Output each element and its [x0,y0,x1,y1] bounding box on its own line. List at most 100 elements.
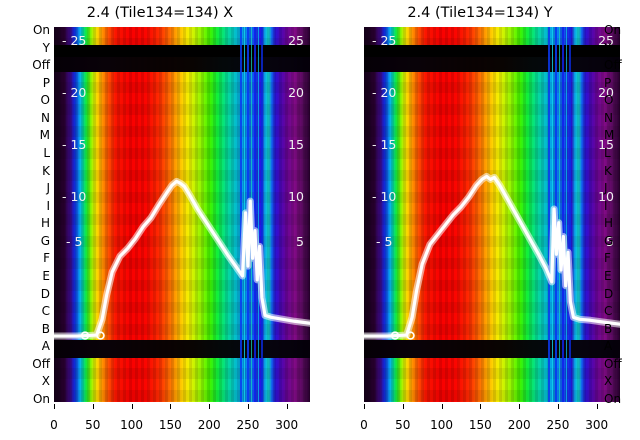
category-label-x: X [41,374,50,389]
category-label-b: B [604,321,613,336]
category-label-c: C [41,304,50,319]
category-label-d: D [604,286,614,301]
xtick-mark-150 [480,404,482,409]
category-label-n: N [604,110,613,125]
xtick-label-150: 150 [158,418,182,432]
curve-marker-0 [82,332,89,339]
category-label-f: F [43,251,50,266]
category-label-y: Y [604,40,612,55]
curve-marker-1 [407,332,414,339]
xtick-mark-50 [402,404,404,409]
row-texture [54,27,310,402]
curve-marker-0 [392,332,399,339]
band-main-body [364,72,620,340]
category-label-on: On [32,23,50,37]
xtick-mark-200 [519,404,521,409]
ytick-15-right: 15 [288,137,304,152]
xtick-label-0: 0 [50,418,58,432]
xtick-label-200: 200 [197,418,221,432]
category-label-h: H [604,216,614,231]
category-label-x: X [604,374,613,389]
category-label-off: Off [604,356,622,371]
heatmap-bands [364,27,620,402]
spectral-stripe-5 [566,27,567,402]
panel-x: 2.4 (Tile134=134) X - 25 - 20 - 15 - 10 … [54,5,310,402]
category-label-m: M [604,128,615,143]
panel-y-overlay-curve [364,27,620,402]
xtick-mark-200 [209,404,211,409]
panel-x-heatmap[interactable] [54,27,310,402]
category-label-i: I [604,198,608,213]
band-dark-purple-1 [54,57,310,72]
category-label-h: H [40,216,50,231]
category-label-o: O [40,93,50,108]
xtick-label-300: 300 [275,418,299,432]
spectral-stripe-0 [240,27,242,402]
category-label-j: J [46,181,50,196]
spectral-stripe-6 [261,27,263,402]
category-label-o: O [604,93,614,108]
category-label-p: P [604,75,612,90]
ytick-20: - 20 [62,85,87,100]
xtick-label-250: 250 [236,418,260,432]
category-label-on: On [604,23,622,37]
category-label-k: K [42,163,50,178]
xtick-label-100: 100 [120,418,144,432]
ytick-20-right: 20 [598,85,614,100]
category-label-m: M [39,128,50,143]
ytick-5-right: 5 [606,234,614,249]
curve-line [54,181,310,336]
spectral-stripe-4 [562,27,564,402]
xtick-mark-250 [247,404,249,409]
ytick-10-right: 10 [288,189,304,204]
xtick-label-300: 300 [585,418,609,432]
category-label-y: Y [42,40,50,55]
ytick-20-right: 20 [288,85,304,100]
category-label-off: Off [32,356,50,371]
band-bottom-bright [364,358,620,402]
ytick-25-right: 25 [288,33,304,48]
category-label-l: L [43,146,50,160]
ytick-15: - 15 [62,137,87,152]
category-label-off: Off [32,58,50,73]
xtick-mark-0 [54,404,55,409]
category-label-on: On [604,392,622,406]
band-bottom-bright [54,358,310,402]
ytick-10: - 10 [372,189,397,204]
category-label-e: E [604,269,612,283]
curve-halo [54,181,310,336]
heatmap-bands [54,27,310,402]
category-label-on: On [32,392,50,406]
category-label-d: D [40,286,50,301]
category-label-k: K [604,163,612,178]
category-label-n: N [41,110,50,125]
panel-x-overlay-curve [54,27,310,402]
xtick-mark-300 [596,404,598,409]
band-top-bright [54,27,310,45]
column-texture [364,27,620,402]
band-black-gap-1 [54,45,310,57]
ytick-25-right: 25 [598,33,614,48]
ytick-20: - 20 [372,85,397,100]
curve-line [364,176,620,336]
ytick-10-right: 10 [598,189,614,204]
category-label-p: P [42,75,50,90]
panel-y-heatmap[interactable] [364,27,620,402]
spectral-stripe-5 [258,27,259,402]
category-label-f: F [604,251,611,266]
xtick-label-100: 100 [430,418,454,432]
panel-y-title: 2.4 (Tile134=134) Y [407,5,553,21]
category-label-g: G [40,233,50,248]
xtick-label-50: 50 [395,418,411,432]
xtick-label-250: 250 [546,418,570,432]
ytick-5: - 5 [66,234,83,249]
spectral-stripe-6 [569,27,571,402]
category-label-j: J [604,181,608,196]
xtick-mark-100 [131,404,133,409]
category-label-a: A [604,339,613,354]
ytick-25: - 25 [372,33,397,48]
category-label-g: G [604,233,614,248]
category-label-b: B [41,321,50,336]
column-texture [54,27,310,402]
category-label-e: E [42,269,50,283]
